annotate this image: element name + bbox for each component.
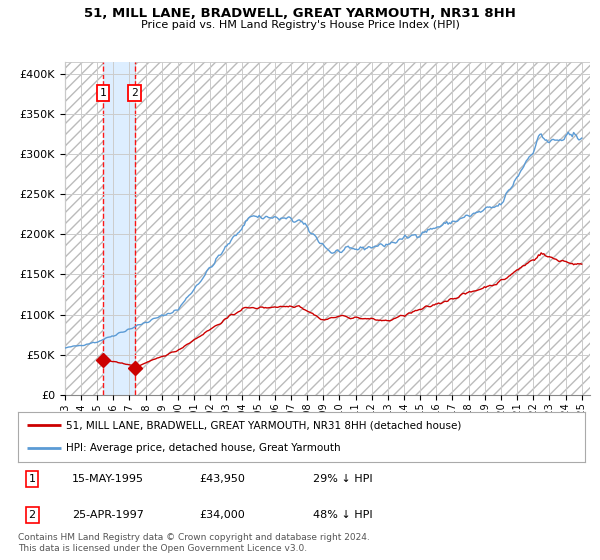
Text: 2: 2	[29, 510, 36, 520]
Text: Contains HM Land Registry data © Crown copyright and database right 2024.
This d: Contains HM Land Registry data © Crown c…	[18, 533, 370, 553]
Bar	[134, 62, 590, 395]
Text: HPI: Average price, detached house, Great Yarmouth: HPI: Average price, detached house, Grea…	[66, 444, 341, 454]
Text: 48% ↓ HPI: 48% ↓ HPI	[313, 510, 373, 520]
Text: 51, MILL LANE, BRADWELL, GREAT YARMOUTH, NR31 8HH (detached house): 51, MILL LANE, BRADWELL, GREAT YARMOUTH,…	[66, 420, 461, 430]
Text: 51, MILL LANE, BRADWELL, GREAT YARMOUTH, NR31 8HH: 51, MILL LANE, BRADWELL, GREAT YARMOUTH,…	[84, 7, 516, 20]
Text: 2: 2	[131, 88, 138, 98]
Text: 15-MAY-1995: 15-MAY-1995	[72, 474, 144, 484]
Text: 1: 1	[29, 474, 35, 484]
Text: 1: 1	[100, 88, 106, 98]
Bar	[103, 62, 134, 395]
Text: 29% ↓ HPI: 29% ↓ HPI	[313, 474, 373, 484]
Text: Price paid vs. HM Land Registry's House Price Index (HPI): Price paid vs. HM Land Registry's House …	[140, 20, 460, 30]
Text: £34,000: £34,000	[199, 510, 245, 520]
Bar	[65, 62, 103, 395]
Text: £43,950: £43,950	[199, 474, 245, 484]
Text: 25-APR-1997: 25-APR-1997	[72, 510, 144, 520]
